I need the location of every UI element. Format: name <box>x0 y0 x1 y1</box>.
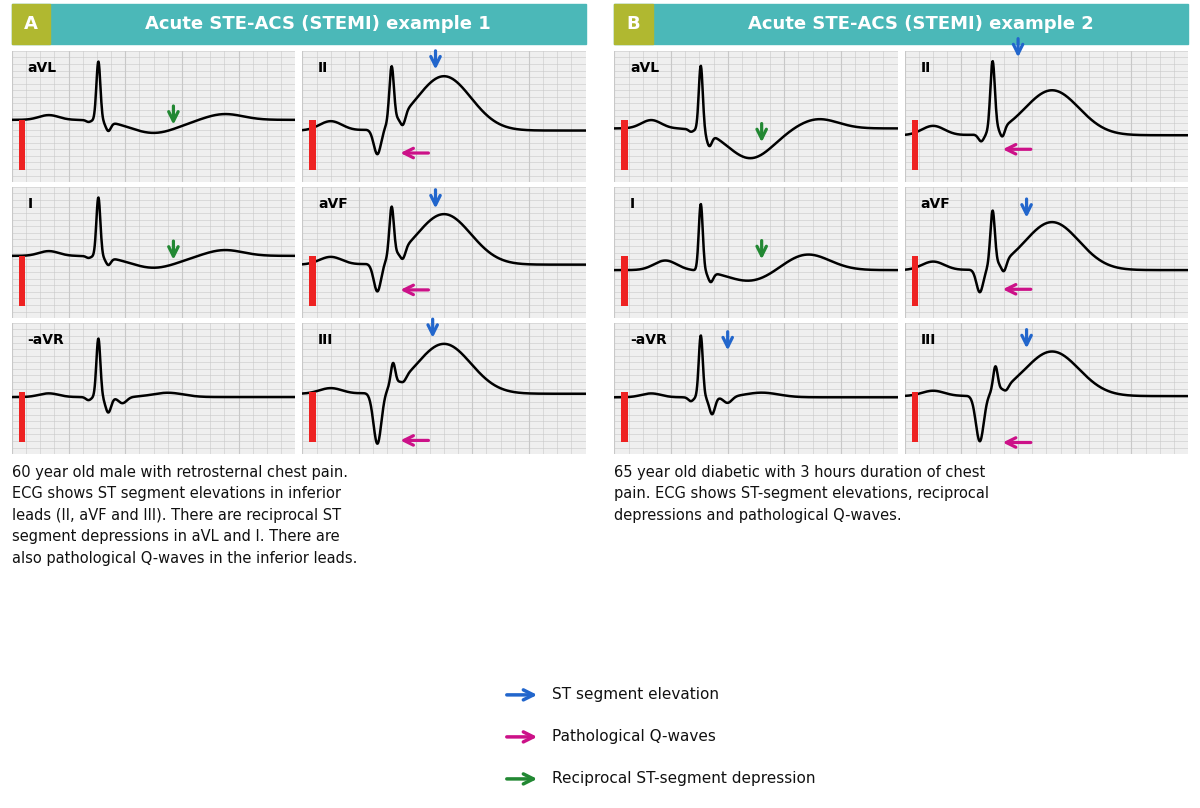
Text: I: I <box>630 197 635 212</box>
Bar <box>310 393 316 442</box>
Text: Acute STE-ACS (STEMI) example 2: Acute STE-ACS (STEMI) example 2 <box>748 15 1093 33</box>
Bar <box>912 120 918 170</box>
Text: Pathological Q-waves: Pathological Q-waves <box>552 730 716 744</box>
Bar <box>19 393 25 442</box>
Text: Acute STE-ACS (STEMI) example 1: Acute STE-ACS (STEMI) example 1 <box>145 15 491 33</box>
Text: aVL: aVL <box>630 61 659 75</box>
Bar <box>622 120 628 170</box>
Text: II: II <box>920 61 931 75</box>
Bar <box>19 120 25 170</box>
Text: ST segment elevation: ST segment elevation <box>552 688 719 702</box>
Bar <box>622 393 628 442</box>
Text: -aVR: -aVR <box>28 334 65 347</box>
Text: aVF: aVF <box>920 197 950 212</box>
Text: aVF: aVF <box>318 197 348 212</box>
Bar <box>19 256 25 306</box>
Text: aVL: aVL <box>28 61 56 75</box>
Text: A: A <box>24 15 38 33</box>
Bar <box>310 256 316 306</box>
Text: II: II <box>318 61 329 75</box>
Bar <box>310 120 316 170</box>
Text: -aVR: -aVR <box>630 334 667 347</box>
Text: 65 year old diabetic with 3 hours duration of chest
pain. ECG shows ST-segment e: 65 year old diabetic with 3 hours durati… <box>614 465 989 523</box>
Bar <box>912 393 918 442</box>
Text: Reciprocal ST-segment depression: Reciprocal ST-segment depression <box>552 772 816 786</box>
Text: III: III <box>920 334 936 347</box>
Text: I: I <box>28 197 32 212</box>
Text: III: III <box>318 334 334 347</box>
Bar <box>912 256 918 306</box>
Text: B: B <box>626 15 641 33</box>
Text: 60 year old male with retrosternal chest pain.
ECG shows ST segment elevations i: 60 year old male with retrosternal chest… <box>12 465 358 566</box>
Bar <box>622 256 628 306</box>
